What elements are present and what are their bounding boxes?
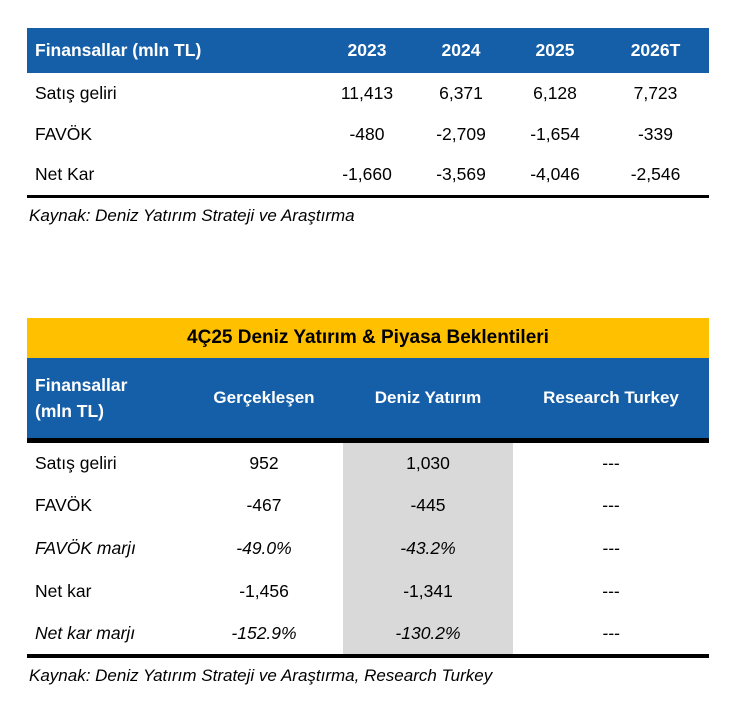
value-cell: 11,413 — [340, 83, 394, 103]
financials-history-table: Finansallar (mln TL) 2023 2024 2025 2026… — [27, 28, 709, 198]
value-cell-highlighted: -130.2% — [343, 612, 513, 656]
value-cell: 952 — [249, 452, 279, 473]
value-cell: -467 — [246, 494, 282, 515]
table-row: Net kar marjı -152.9% -130.2% --- — [27, 612, 709, 656]
header-line1: Finansallar — [35, 374, 128, 395]
value-cell-highlighted: -445 — [343, 483, 513, 527]
source-note: Kaynak: Deniz Yatırım Strateji ve Araştı… — [29, 205, 355, 225]
table-row: FAVÖK -480 -2,709 -1,654 -339 — [27, 114, 709, 155]
row-label: Net kar marjı — [35, 622, 136, 643]
value-cell: 7,723 — [633, 83, 678, 103]
header-line2: (mln TL) — [35, 400, 105, 421]
value-cell-highlighted: -43.2% — [343, 526, 513, 570]
value-cell: --- — [602, 580, 620, 601]
value-cell: -2,546 — [630, 164, 681, 185]
value-cell: -2,709 — [436, 124, 486, 144]
expectations-header-row: Finansallar (mln TL) Gerçekleşen Deniz Y… — [27, 357, 709, 443]
column-header-actual: Gerçekleşen — [185, 357, 343, 443]
value-cell: --- — [602, 452, 620, 473]
column-header-2026t: 2026T — [602, 28, 709, 73]
row-label: Net Kar — [35, 164, 95, 185]
source-note: Kaynak: Deniz Yatırım Strateji ve Araştı… — [29, 665, 493, 685]
expectations-table: Finansallar (mln TL) Gerçekleşen Deniz Y… — [27, 357, 709, 658]
value-cell-highlighted: -1,341 — [343, 569, 513, 613]
value-cell: -1,654 — [530, 124, 580, 144]
column-header-2024: 2024 — [414, 28, 508, 73]
row-label: Satış geliri — [35, 452, 117, 473]
value-cell: 6,371 — [439, 83, 483, 103]
column-header-deniz-yatirim: Deniz Yatırım — [343, 357, 513, 443]
column-header-financials: Finansallar (mln TL) — [27, 28, 320, 73]
history-header-row: Finansallar (mln TL) 2023 2024 2025 2026… — [27, 28, 709, 73]
table-row: Satış geliri 11,413 6,371 6,128 7,723 — [27, 73, 709, 114]
row-label: Net kar — [35, 580, 92, 601]
column-header-financials: Finansallar (mln TL) — [27, 357, 185, 443]
table-row: FAVÖK -467 -445 --- — [27, 483, 709, 527]
row-label: FAVÖK marjı — [35, 537, 136, 558]
value-cell: -4,046 — [530, 164, 580, 185]
value-cell: -152.9% — [231, 622, 297, 643]
table-row: Satış geliri 952 1,030 --- — [27, 440, 709, 484]
expectations-table-title: 4Ç25 Deniz Yatırım & Piyasa Beklentileri — [27, 317, 709, 358]
value-cell: --- — [602, 622, 620, 643]
value-cell: -49.0% — [236, 537, 292, 558]
value-cell: -1,456 — [239, 580, 289, 601]
row-label: Satış geliri — [35, 83, 117, 103]
value-cell: -480 — [349, 124, 385, 144]
value-cell: -3,569 — [436, 164, 486, 185]
column-header-research-turkey: Research Turkey — [513, 357, 709, 443]
table-row: Net kar -1,456 -1,341 --- — [27, 569, 709, 613]
row-label: FAVÖK — [35, 124, 93, 144]
value-cell: -339 — [637, 124, 674, 144]
value-cell: --- — [602, 537, 620, 558]
table-row: FAVÖK marjı -49.0% -43.2% --- — [27, 526, 709, 570]
column-header-2023: 2023 — [320, 28, 414, 73]
column-header-2025: 2025 — [508, 28, 602, 73]
value-cell: 6,128 — [533, 83, 577, 103]
value-cell: --- — [602, 494, 620, 515]
value-cell: -1,660 — [342, 164, 392, 185]
table-row: Net Kar -1,660 -3,569 -4,046 -2,546 — [27, 155, 709, 196]
value-cell-highlighted: 1,030 — [343, 440, 513, 484]
row-label: FAVÖK — [35, 494, 93, 515]
